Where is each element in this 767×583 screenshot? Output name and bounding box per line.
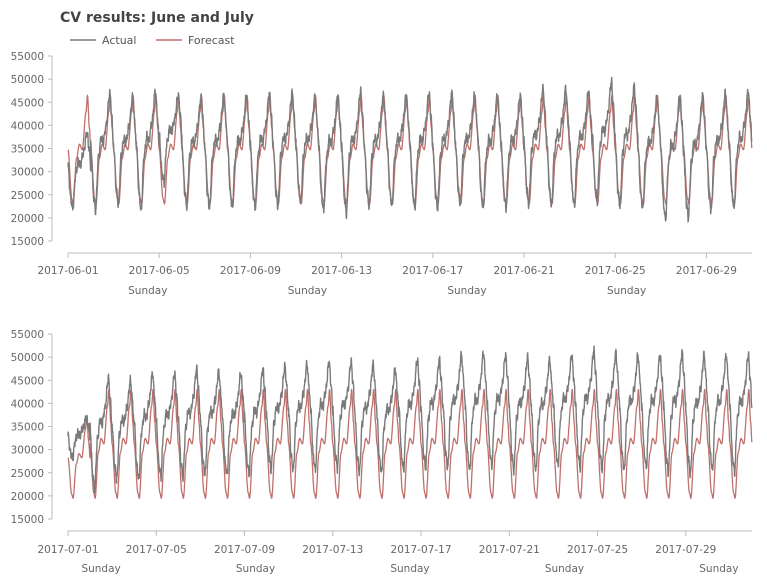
- x-weekday-label: Sunday: [545, 563, 584, 575]
- x-tick-label: 2017-07-17: [391, 544, 452, 556]
- y-tick-label: 25000: [11, 468, 44, 480]
- y-tick-label: 45000: [11, 375, 44, 387]
- x-tick-label: 2017-07-21: [479, 544, 540, 556]
- y-tick-label: 15000: [11, 514, 44, 526]
- y-tick-label: 30000: [11, 445, 44, 457]
- x-weekday-label: Sunday: [699, 563, 738, 575]
- legend: Actual Forecast: [70, 34, 235, 47]
- x-tick-label: 2017-06-25: [585, 265, 646, 277]
- legend-label-forecast: Forecast: [188, 34, 235, 47]
- x-weekday-label: Sunday: [81, 563, 120, 575]
- june-chart-panel: 15000 20000 25000 30000 35000 40000 45000 50000…: [11, 51, 753, 297]
- y-tick-label: 25000: [11, 190, 44, 202]
- x-tick-label: 2017-06-09: [220, 265, 281, 277]
- x-tick-label: 2017-06-17: [402, 265, 463, 277]
- y-tick-label: 40000: [11, 120, 44, 132]
- july-chart-panel: 15000 20000 25000 30000 35000 40000 45000 50000…: [11, 329, 753, 575]
- x-tick-label: 2017-07-09: [214, 544, 275, 556]
- y-tick-label: 55000: [11, 51, 44, 63]
- x-tick-label: 2017-06-29: [676, 265, 737, 277]
- y-tick-label: 50000: [11, 352, 44, 364]
- y-tick-label: 40000: [11, 398, 44, 410]
- y-tick-label: 35000: [11, 144, 44, 156]
- x-tick-label: 2017-07-13: [302, 544, 363, 556]
- x-weekday-label: Sunday: [607, 285, 646, 297]
- x-tick-label: 2017-06-13: [311, 265, 372, 277]
- x-tick-label: 2017-06-21: [493, 265, 554, 277]
- y-tick-label: 45000: [11, 97, 44, 109]
- x-tick-label: 2017-06-01: [37, 265, 98, 277]
- legend-label-actual: Actual: [102, 34, 136, 47]
- y-tick-label: 20000: [11, 213, 44, 225]
- y-tick-label: 15000: [11, 236, 44, 248]
- x-weekday-label: Sunday: [447, 285, 486, 297]
- y-tick-label: 55000: [11, 329, 44, 341]
- series-line-actual: [67, 76, 753, 223]
- x-tick-label: 2017-07-05: [126, 544, 187, 556]
- x-weekday-label: Sunday: [390, 563, 429, 575]
- chart-title: CV results: June and July: [60, 10, 254, 26]
- series-line-forecast: [67, 388, 753, 499]
- x-weekday-label: Sunday: [236, 563, 275, 575]
- y-tick-label: 35000: [11, 422, 44, 434]
- series-line-actual: [67, 345, 753, 494]
- y-tick-label: 20000: [11, 491, 44, 503]
- x-weekday-label: Sunday: [128, 285, 167, 297]
- y-tick-label: 50000: [11, 74, 44, 86]
- x-tick-label: 2017-07-25: [567, 544, 628, 556]
- series-line-forecast: [67, 94, 753, 205]
- x-tick-label: 2017-06-05: [129, 265, 190, 277]
- x-tick-label: 2017-07-01: [37, 544, 98, 556]
- y-tick-label: 30000: [11, 167, 44, 179]
- x-weekday-label: Sunday: [288, 285, 327, 297]
- x-tick-label: 2017-07-29: [655, 544, 716, 556]
